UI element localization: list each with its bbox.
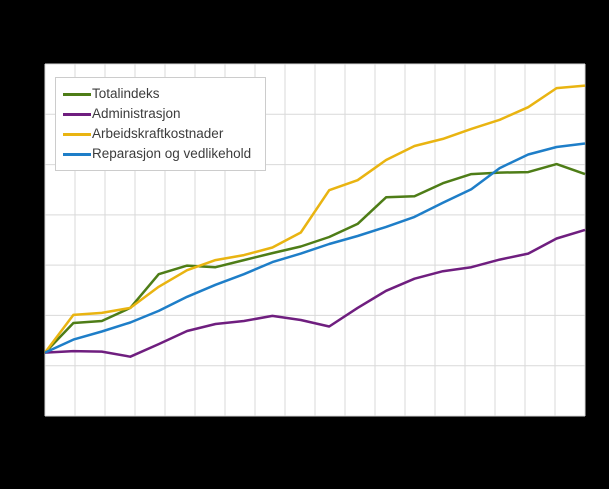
legend-swatch-totalindeks <box>63 92 91 96</box>
legend-label-reparasjon-og-vedlikehold: Reparasjon og vedlikehold <box>92 146 252 161</box>
legend-swatch-reparasjon-og-vedlikehold <box>63 152 91 156</box>
legend-swatch-arbeidskraftkostnader <box>63 132 91 136</box>
legend-label-arbeidskraftkostnader: Arbeidskraftkostnader <box>92 126 224 141</box>
legend-item-totalindeks: Totalindeks <box>63 84 251 104</box>
legend-swatch-administrasjon <box>63 112 91 116</box>
legend-item-reparasjon-og-vedlikehold: Reparasjon og vedlikehold <box>63 144 251 164</box>
legend-item-arbeidskraftkostnader: Arbeidskraftkostnader <box>63 124 251 144</box>
legend-item-administrasjon: Administrasjon <box>63 104 251 124</box>
legend-label-totalindeks: Totalindeks <box>92 86 160 101</box>
legend: Totalindeks Administrasjon Arbeidskraftk… <box>55 77 267 171</box>
legend-label-administrasjon: Administrasjon <box>92 106 181 121</box>
